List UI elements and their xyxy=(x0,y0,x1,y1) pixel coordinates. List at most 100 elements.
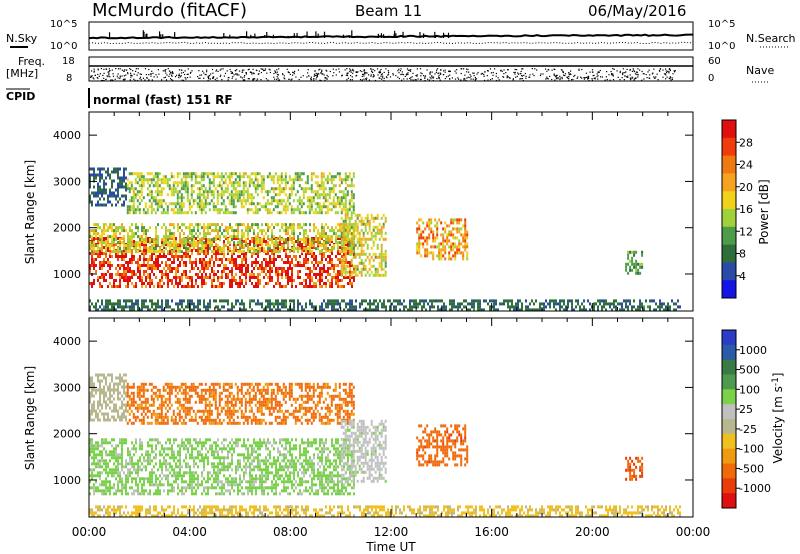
data-cell xyxy=(179,264,181,267)
data-cell xyxy=(248,175,251,179)
data-cell xyxy=(269,279,271,282)
data-cell xyxy=(273,305,275,309)
data-cell xyxy=(467,308,469,312)
data-cell xyxy=(158,199,161,203)
data-cell xyxy=(171,223,173,227)
data-cell xyxy=(539,308,541,312)
data-cell xyxy=(272,190,275,194)
data-cell xyxy=(197,267,199,270)
data-cell xyxy=(444,239,447,243)
data-cell xyxy=(209,302,211,306)
data-cell xyxy=(248,184,251,188)
data-cell xyxy=(91,203,93,207)
data-cell xyxy=(181,244,183,248)
data-cell xyxy=(233,232,235,236)
data-cell xyxy=(232,211,235,215)
nave-dot xyxy=(269,71,271,74)
data-cell xyxy=(197,302,199,306)
data-cell xyxy=(315,273,317,276)
nave-dot xyxy=(392,74,394,76)
data-cell xyxy=(219,264,221,267)
nave-dot xyxy=(111,69,113,71)
data-cell xyxy=(309,250,311,254)
data-cell xyxy=(103,237,105,240)
data-cell xyxy=(303,241,305,245)
data-cell xyxy=(153,273,155,276)
data-cell xyxy=(261,232,263,236)
data-cell xyxy=(131,241,133,245)
data-cell xyxy=(131,249,133,252)
nave-dot xyxy=(101,79,103,82)
data-cell xyxy=(93,223,95,227)
data-cell xyxy=(245,226,247,230)
data-cell xyxy=(141,238,143,242)
data-cell xyxy=(247,250,249,254)
data-cell xyxy=(340,222,343,226)
data-cell xyxy=(211,270,213,273)
data-cell xyxy=(119,197,121,201)
nave-dot xyxy=(292,74,294,76)
data-cell xyxy=(127,285,129,288)
nave-dot xyxy=(546,76,548,78)
nave-dot xyxy=(568,74,570,76)
data-cell xyxy=(329,273,331,276)
nave-dot xyxy=(182,71,184,74)
data-cell xyxy=(107,299,109,303)
data-cell xyxy=(422,245,425,249)
data-cell xyxy=(249,247,251,251)
data-cell xyxy=(129,247,131,251)
nave-dot xyxy=(667,70,669,72)
data-cell xyxy=(422,236,425,240)
data-cell xyxy=(190,190,193,194)
data-cell xyxy=(421,299,423,303)
data-cell xyxy=(147,282,149,285)
data-cell xyxy=(360,273,363,277)
data-cell xyxy=(444,251,447,255)
data-cell xyxy=(465,305,467,309)
nave-dot xyxy=(253,73,255,75)
nave-dot xyxy=(156,76,158,78)
nave-dot xyxy=(653,76,655,78)
nave-dot xyxy=(361,75,363,77)
data-cell xyxy=(217,244,219,248)
data-cell xyxy=(372,258,375,262)
data-cell xyxy=(318,205,321,209)
data-cell xyxy=(101,194,103,198)
data-cell xyxy=(129,238,131,242)
data-cell xyxy=(149,299,151,303)
data-cell xyxy=(213,285,215,288)
data-cell xyxy=(639,271,642,275)
data-cell xyxy=(220,208,223,212)
data-cell xyxy=(321,276,323,279)
nsky-tick-top: 10^5 xyxy=(50,19,77,30)
data-cell xyxy=(261,229,263,233)
data-cell xyxy=(493,308,495,312)
data-cell xyxy=(305,285,307,288)
data-cell xyxy=(142,211,145,215)
data-cell xyxy=(336,211,339,215)
data-cell xyxy=(166,181,169,185)
data-cell xyxy=(243,235,245,239)
nave-dot xyxy=(231,77,233,79)
data-cell xyxy=(335,264,337,267)
data-cell xyxy=(169,232,171,236)
data-cell xyxy=(255,244,257,248)
data-cell xyxy=(119,267,121,270)
data-cell xyxy=(283,285,285,288)
data-cell xyxy=(185,273,187,276)
data-cell xyxy=(105,188,107,192)
data-cell xyxy=(137,267,139,270)
data-cell xyxy=(177,247,179,251)
data-cell xyxy=(113,179,115,183)
data-cell xyxy=(165,247,167,251)
data-cell xyxy=(354,264,357,268)
data-cell xyxy=(235,302,237,306)
data-cell xyxy=(342,202,345,206)
data-cell xyxy=(95,191,97,195)
data-cell xyxy=(121,185,123,189)
data-cell xyxy=(380,228,383,232)
data-cell xyxy=(432,236,435,240)
data-cell xyxy=(101,176,103,180)
data-cell xyxy=(119,282,121,285)
data-cell xyxy=(337,264,339,267)
